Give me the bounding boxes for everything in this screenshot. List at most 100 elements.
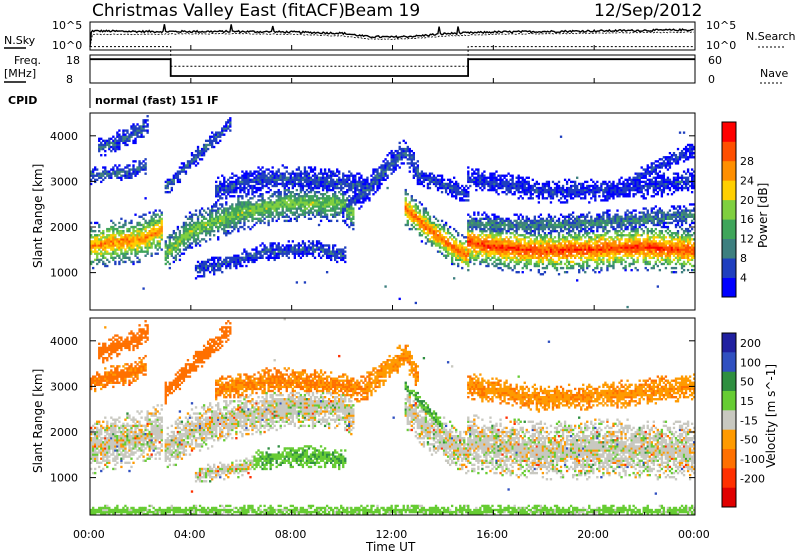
power-cell-1876 [263,180,266,184]
power-cell-221 [112,256,115,259]
power-cell-1363 [223,182,226,186]
power-cell-2179 [289,199,292,202]
power-cell-2907 [352,195,355,198]
power-cell-4847 [551,180,555,184]
power-cell-217 [110,145,113,149]
power-cell-728 [154,209,157,212]
power-cell-2169 [289,246,292,249]
power-cell-1037 [196,260,200,264]
power-cell-2749 [336,168,339,171]
power-cell-2419 [309,201,313,204]
power-cell-2596 [323,180,327,184]
power-cell-4377 [517,240,520,243]
power-cell-1207 [213,273,216,276]
power-cell-1020 [194,229,198,233]
power-cell-2152 [287,209,290,212]
power-cell-4953 [561,240,565,243]
power-cell-1115 [202,215,206,218]
power-cell-1143 [206,268,210,272]
power-cell-446 [130,260,133,264]
power-cell-1790 [257,209,260,212]
power-cell-4706 [541,223,545,227]
power-cell-4332 [513,213,516,216]
power-cell-2150 [287,219,290,223]
power-cell-3448 [436,250,440,253]
power-cell-2305 [299,180,303,184]
power-cell-2938 [356,184,359,188]
power-cell-1377 [225,234,228,237]
power-cell-2195 [291,213,294,216]
power-cell-3026 [372,170,375,173]
power-cell-2517 [317,201,321,204]
power-cell-4083 [495,250,498,253]
power-cell-2172 [289,217,292,221]
power-cell-1550 [237,209,240,212]
power-cell-3202 [408,201,411,204]
power-cell-498 [134,254,137,257]
power-cell-2743 [336,184,339,188]
power-cell-3453 [436,236,440,239]
power-cell-2501 [315,178,319,182]
power-cell-2045 [277,188,280,192]
power-cell-4026 [491,240,494,243]
power-cell-4798 [549,256,553,259]
power-cell-3361 [424,174,428,177]
power-cell-4552 [529,221,532,225]
power-cell-3364 [426,238,430,241]
power-cell-2852 [346,178,349,182]
power-cell-3557 [448,232,452,235]
power-cell-3328 [422,229,426,233]
power-cell-3593 [453,242,456,245]
power-cell-3873 [479,244,482,247]
power-cell-2118 [285,254,288,257]
power-cell-2444 [311,207,315,210]
power-cell-1092 [200,215,204,218]
power-cell-3695 [465,256,468,259]
power-cell-4254 [507,229,510,233]
power-cell-1044 [196,225,200,229]
power-cell-1753 [253,184,256,188]
power-cell-2186 [289,178,292,182]
power-cell-120 [102,242,105,245]
power-cell-1626 [243,205,246,208]
power-cell-3660 [461,258,464,262]
power-cell-2752 [338,250,341,253]
power-cell-2018 [275,180,278,184]
power-cell-3115 [392,156,395,159]
power-cell-1249 [215,188,218,192]
power-cell-212 [110,176,113,179]
power-cell-382 [124,236,127,239]
power-cell-2649 [327,176,331,179]
power-cell-413 [126,172,129,175]
power-heatmap [90,115,696,309]
power-cell-1839 [261,213,264,216]
power-cell-172 [106,172,109,175]
power-cell-921 [182,168,186,171]
power-cell-3098 [390,172,393,175]
power-cell-4156 [499,221,502,225]
power-cell-2140 [285,176,288,179]
power-cell-3656 [459,190,462,194]
power-cell-2261 [297,252,301,255]
power-cell-999 [192,229,196,233]
power-cell-3239 [412,209,415,212]
power-cell-619 [142,127,145,130]
power-cell-3086 [386,174,389,177]
power-cell-3392 [428,215,432,218]
power-cell-2851 [346,180,349,184]
power-cell-513 [134,170,137,173]
power-cell-2454 [311,180,315,184]
power-cell-4059 [493,236,496,239]
power-cell-1442 [229,217,232,221]
power-cell-2599 [323,172,327,175]
power-cell-3001 [366,176,369,179]
power-cell-3461 [436,182,440,186]
power-cell-3400 [430,244,434,247]
power-cell-4912 [557,221,561,225]
power-cell-3224 [410,195,413,198]
power-cell-2162 [287,182,290,186]
power-cell-3485 [440,242,444,245]
power-cell-566 [138,215,141,218]
power-cell-3876 [479,238,482,241]
power-cell-589 [140,223,143,227]
